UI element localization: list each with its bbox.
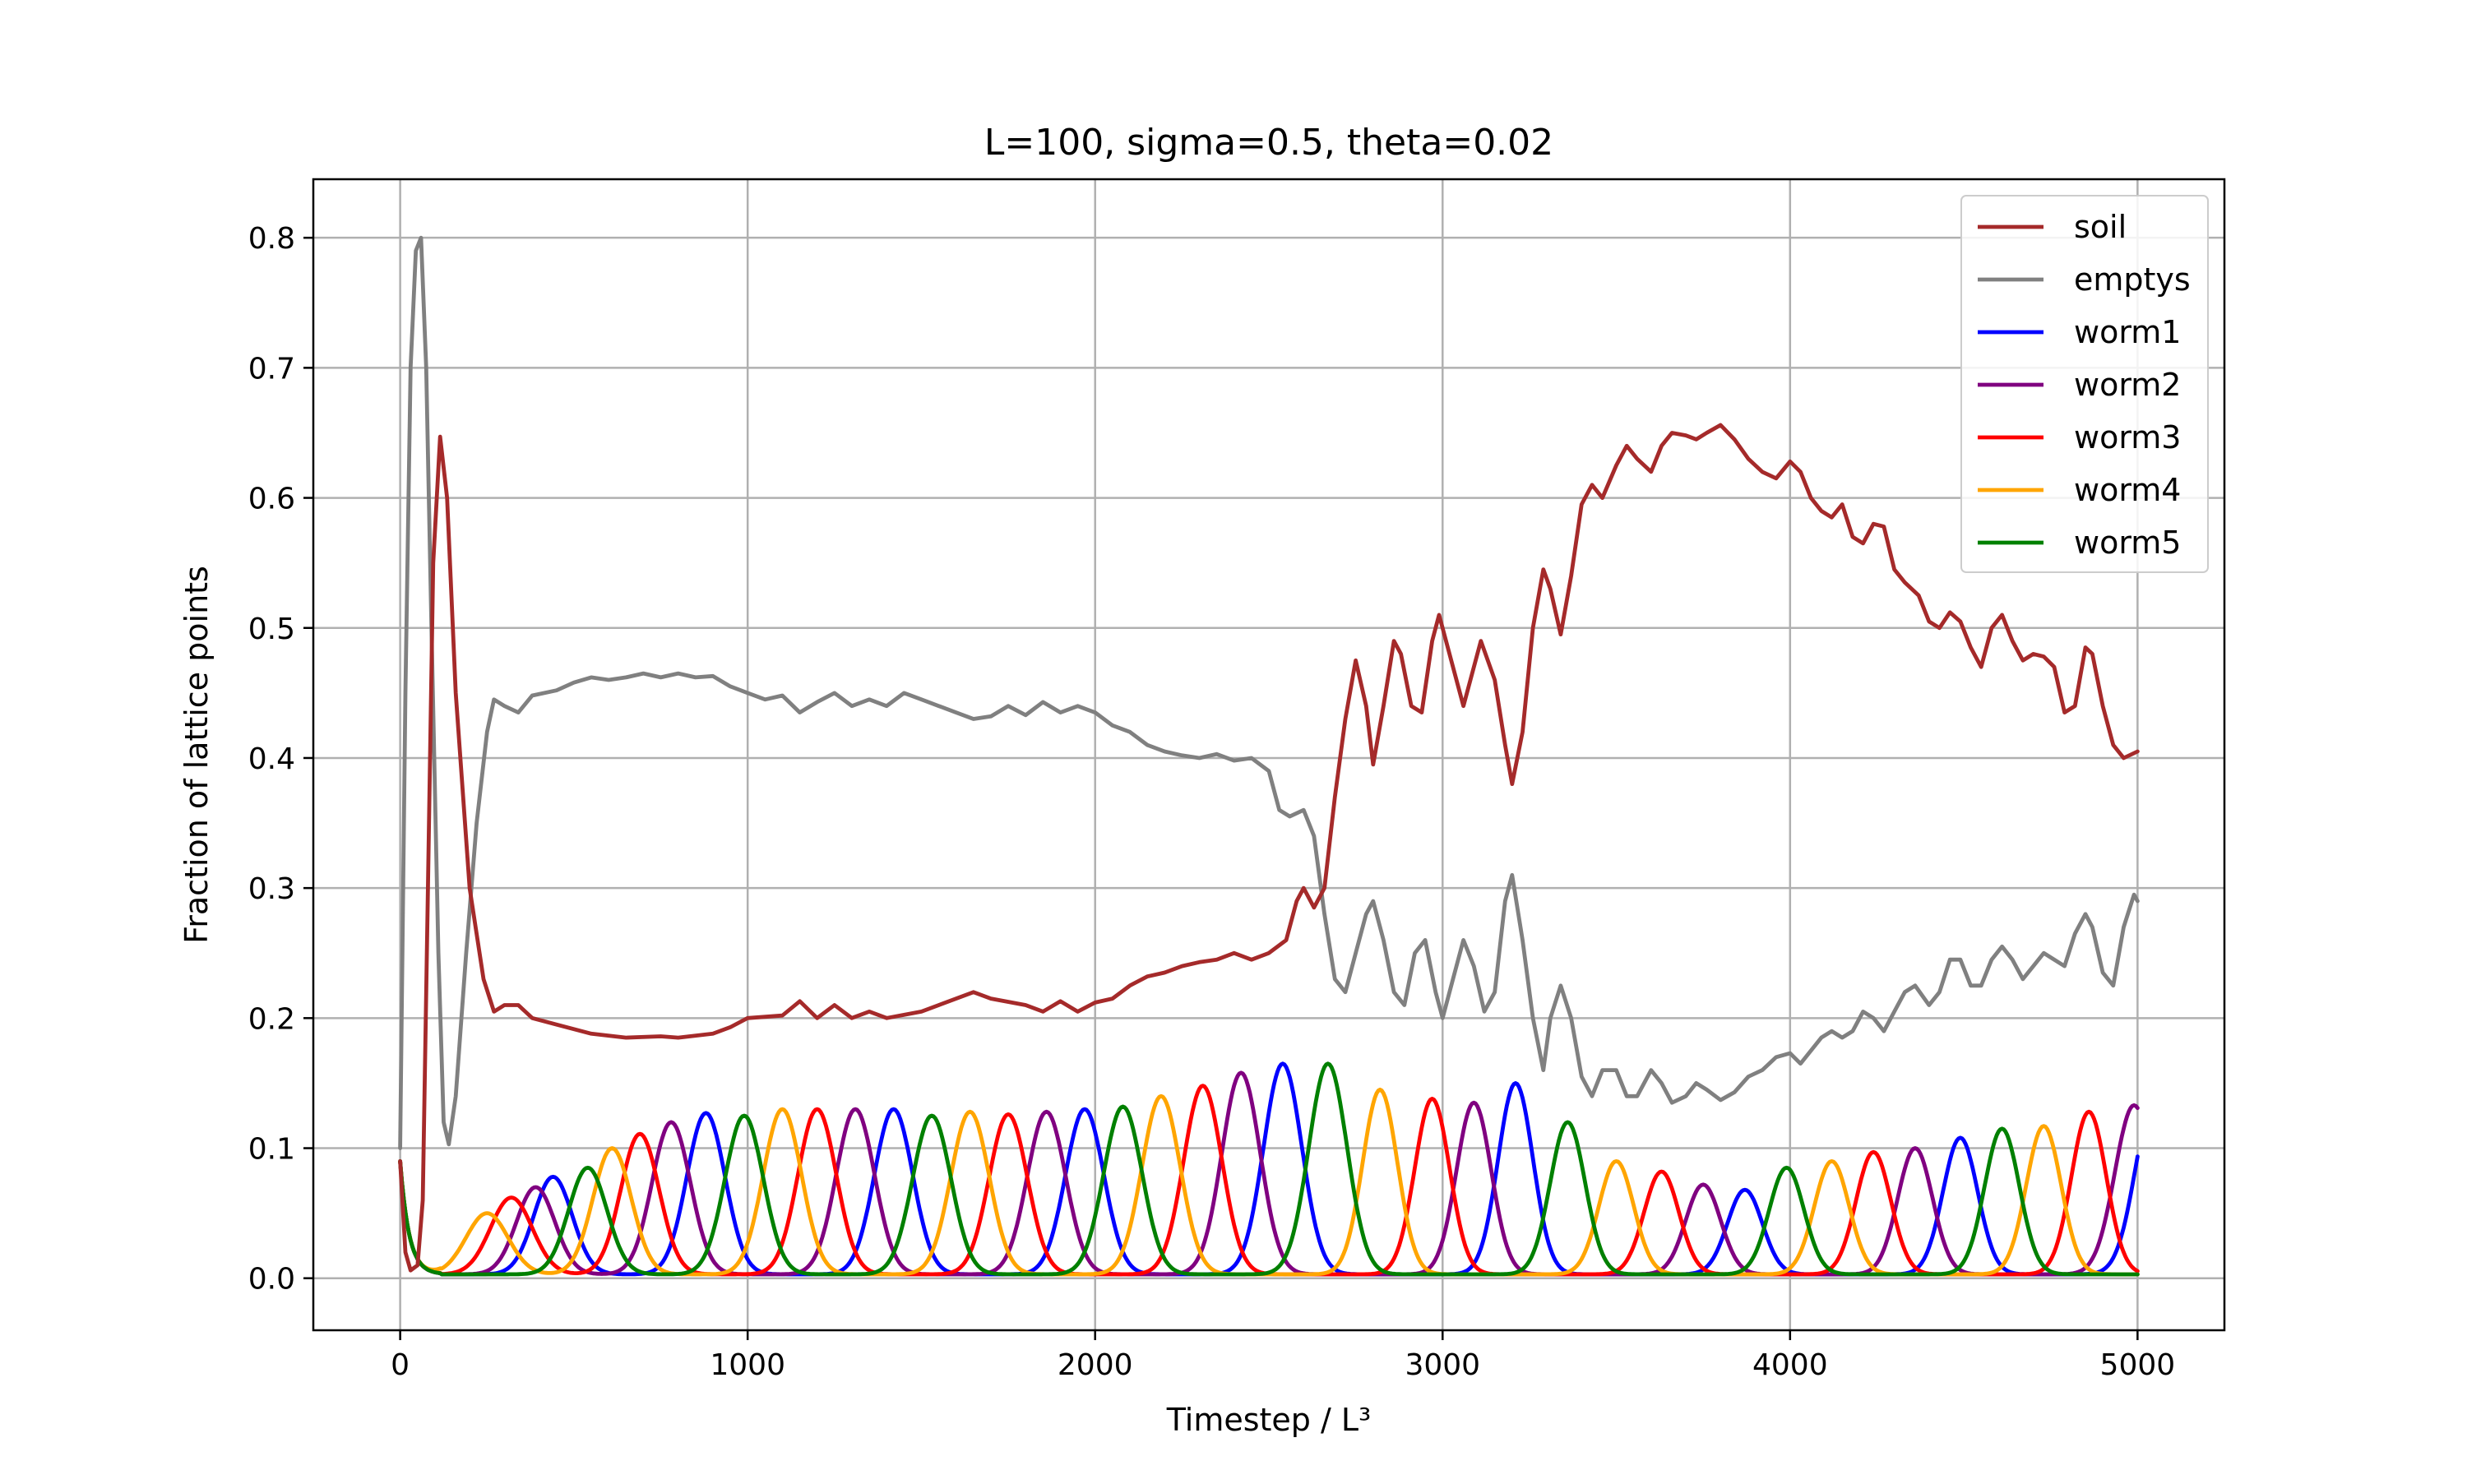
x-tick-label: 2000 bbox=[1058, 1348, 1133, 1382]
y-tick-label: 0.5 bbox=[248, 613, 295, 646]
y-tick-label: 0.7 bbox=[248, 352, 295, 386]
legend-entries: soil emptys worm1 worm2 worm3 worm4 worm5 bbox=[1978, 209, 2191, 561]
series-line-worm5 bbox=[398, 1061, 2140, 1277]
x-tick-label: 4000 bbox=[1752, 1348, 1828, 1382]
legend-label-worm4: worm4 bbox=[2074, 472, 2181, 508]
legend-label-worm2: worm2 bbox=[2074, 367, 2181, 403]
legend-label-worm3: worm3 bbox=[2074, 419, 2181, 455]
x-tick-label: 1000 bbox=[710, 1348, 785, 1382]
legend: soil emptys worm1 worm2 worm3 worm4 worm5 bbox=[1960, 195, 2209, 573]
chart-title: L=100, sigma=0.5, theta=0.02 bbox=[984, 122, 1553, 164]
series-line-soil bbox=[398, 423, 2140, 1273]
y-axis-label: Fraction of lattice points bbox=[178, 566, 215, 944]
y-tick-label: 0.4 bbox=[248, 742, 295, 776]
series-line-emptys bbox=[398, 235, 2140, 1150]
legend-label-worm5: worm5 bbox=[2074, 525, 2181, 561]
x-axis-label: Timestep / L³ bbox=[1166, 1402, 1372, 1438]
y-tick-label: 0.6 bbox=[248, 483, 295, 516]
legend-label-emptys: emptys bbox=[2074, 261, 2191, 298]
y-tick-label: 0.1 bbox=[248, 1133, 295, 1167]
legend-box bbox=[1960, 195, 2209, 573]
x-tick-label: 0 bbox=[391, 1348, 410, 1382]
y-tick-label: 0.8 bbox=[248, 222, 295, 256]
y-tick-label: 0.2 bbox=[248, 1002, 295, 1036]
legend-label-soil: soil bbox=[2074, 209, 2127, 245]
ticks: 0 1000 2000 3000 4000 5000 0.0 0.1 0.2 0.3 0.4 0.5 0… bbox=[248, 222, 2175, 1382]
series-layer bbox=[398, 235, 2140, 1277]
x-tick-label: 3000 bbox=[1405, 1348, 1480, 1382]
y-tick-label: 0.3 bbox=[248, 872, 295, 906]
legend-label-worm1: worm1 bbox=[2074, 314, 2181, 350]
x-tick-label: 5000 bbox=[2100, 1348, 2176, 1382]
y-tick-label: 0.0 bbox=[248, 1263, 295, 1297]
plot-frame bbox=[312, 178, 2226, 1332]
